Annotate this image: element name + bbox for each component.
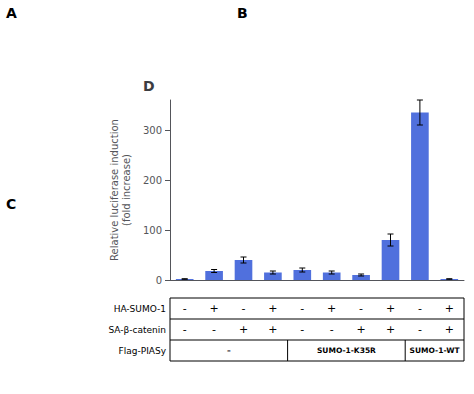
svg-text:D: D bbox=[143, 78, 155, 94]
svg-text:B: B bbox=[237, 5, 248, 21]
svg-text:-: - bbox=[330, 323, 334, 336]
svg-text:200: 200 bbox=[143, 175, 162, 186]
svg-text:+: + bbox=[327, 302, 336, 315]
svg-text:+: + bbox=[356, 323, 365, 336]
svg-text:+: + bbox=[445, 302, 454, 315]
svg-text:+: + bbox=[268, 302, 277, 315]
svg-text:-: - bbox=[300, 323, 304, 336]
svg-text:-: - bbox=[418, 323, 422, 336]
svg-text:SA-β-catenin: SA-β-catenin bbox=[108, 325, 166, 335]
svg-text:+: + bbox=[239, 323, 248, 336]
svg-text:+: + bbox=[445, 323, 454, 336]
svg-text:+: + bbox=[209, 302, 218, 315]
svg-text:+: + bbox=[268, 323, 277, 336]
svg-text:+: + bbox=[386, 323, 395, 336]
svg-text:HA-SUMO-1: HA-SUMO-1 bbox=[114, 304, 166, 314]
svg-text:+: + bbox=[386, 302, 395, 315]
svg-text:–: – bbox=[227, 346, 231, 355]
svg-text:300: 300 bbox=[143, 125, 162, 136]
svg-text:-: - bbox=[183, 323, 187, 336]
svg-text:SUMO-1-K35R: SUMO-1-K35R bbox=[317, 346, 376, 355]
svg-text:(fold increase): (fold increase) bbox=[121, 154, 132, 226]
svg-text:100: 100 bbox=[143, 225, 162, 236]
svg-text:-: - bbox=[212, 323, 216, 336]
svg-text:-: - bbox=[418, 302, 422, 315]
svg-text:SUMO-1-WT: SUMO-1-WT bbox=[410, 346, 461, 355]
svg-text:Relative luciferase induction: Relative luciferase induction bbox=[109, 119, 120, 261]
svg-text:-: - bbox=[359, 302, 363, 315]
svg-text:-: - bbox=[183, 302, 187, 315]
svg-text:0: 0 bbox=[156, 275, 162, 286]
svg-text:-: - bbox=[300, 302, 304, 315]
svg-text:A: A bbox=[6, 5, 17, 21]
svg-text:C: C bbox=[6, 196, 16, 212]
svg-text:-: - bbox=[242, 302, 246, 315]
svg-text:Flag-PIASy: Flag-PIASy bbox=[119, 346, 167, 356]
